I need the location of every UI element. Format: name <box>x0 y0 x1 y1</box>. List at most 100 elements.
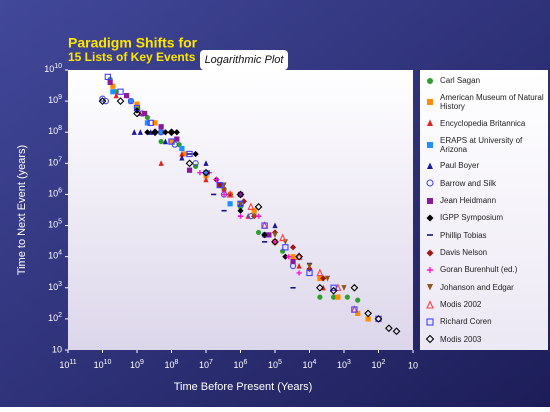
tick-base: 10 <box>337 360 347 370</box>
point <box>261 231 268 239</box>
point <box>255 213 262 219</box>
point <box>290 254 296 260</box>
tick-exponent: 2 <box>58 312 62 319</box>
point <box>237 207 244 214</box>
tick-label: 1010 <box>44 63 62 75</box>
tick-label: 106 <box>48 187 62 199</box>
point <box>427 197 433 204</box>
tick-label: 106 <box>234 359 248 371</box>
tick-label: 108 <box>48 125 62 137</box>
point <box>202 168 210 177</box>
tick-base: 10 <box>94 360 104 370</box>
tick-label: 109 <box>48 94 62 106</box>
tick-label: 1010 <box>94 359 112 371</box>
point <box>289 244 297 251</box>
point <box>137 129 143 135</box>
tick-base: 10 <box>48 313 58 323</box>
legend-label: Richard Coren <box>440 317 492 327</box>
tick-exponent: 5 <box>58 218 62 225</box>
tick-exponent: 8 <box>58 125 62 132</box>
tick-exponent: 6 <box>244 359 248 366</box>
chart-subtitle: 15 Lists of Key Events <box>68 50 196 64</box>
tick-label: 1011 <box>59 359 76 371</box>
point <box>185 159 194 168</box>
tick-exponent: 8 <box>175 359 179 366</box>
point <box>306 263 313 270</box>
tick-base: 10 <box>48 127 58 137</box>
point <box>179 145 185 152</box>
point <box>427 162 433 169</box>
tick-base: 10 <box>48 282 58 292</box>
legend-label: Barrow and Silk <box>440 178 497 188</box>
legend-icon <box>427 77 433 84</box>
point <box>254 202 263 211</box>
point <box>251 213 257 220</box>
tick-base: 10 <box>59 360 69 370</box>
point <box>296 270 302 276</box>
legend: Carl Sagan American Museum of Natural His… <box>420 70 548 350</box>
legend-label: Goran Burenhult (ed.) <box>440 265 518 275</box>
point <box>272 222 278 229</box>
tick-label: 10 <box>408 360 418 370</box>
legend-icon <box>426 214 434 222</box>
point <box>134 101 140 107</box>
tick-label: 107 <box>199 359 213 371</box>
tick-base: 10 <box>372 360 382 370</box>
tick-exponent: 6 <box>58 187 62 194</box>
legend-label: Modis 2002 <box>440 300 482 310</box>
point <box>324 275 331 282</box>
point <box>237 200 244 207</box>
legend-icon <box>426 318 434 326</box>
point <box>286 254 292 260</box>
point <box>427 284 433 291</box>
point <box>179 150 185 157</box>
point <box>365 316 371 322</box>
legend-entry: Modis 2003 <box>420 334 548 344</box>
point <box>226 190 234 198</box>
legend-icon <box>427 98 433 105</box>
point <box>355 310 361 317</box>
tick-label: 102 <box>48 312 62 324</box>
legend-entry: Encyclopedia Britannica <box>420 118 548 128</box>
point <box>186 150 193 158</box>
legend-entry: Carl Sagan <box>420 76 548 86</box>
tick-base: 10 <box>234 360 244 370</box>
point <box>316 268 324 277</box>
point <box>261 222 268 229</box>
tick-base: 10 <box>165 360 175 370</box>
legend-icon <box>427 284 433 291</box>
point <box>282 253 289 260</box>
legend-label: Carl Sagan <box>440 76 481 86</box>
legend-entry: Goran Burenhult (ed.) <box>420 265 548 275</box>
point <box>320 275 327 282</box>
point <box>237 213 244 219</box>
point <box>182 151 188 157</box>
legend-entry: American Museum of Natural History <box>420 93 548 111</box>
point <box>266 232 272 238</box>
point <box>251 208 257 214</box>
point <box>392 327 401 336</box>
point <box>142 110 148 117</box>
point <box>117 88 124 95</box>
legend-entry: Barrow and Silk <box>420 178 548 188</box>
point <box>255 229 262 236</box>
tick-exponent: 3 <box>58 281 62 288</box>
tick-exponent: 10 <box>104 359 112 366</box>
point <box>216 181 223 189</box>
y-axis-title: Time to Next Event (years) <box>16 145 28 275</box>
tick-exponent: 3 <box>347 359 351 366</box>
point <box>335 294 341 300</box>
point <box>110 89 116 95</box>
point <box>192 150 199 158</box>
legend-entry: Richard Coren <box>420 317 548 327</box>
tick-label: 10 <box>52 344 62 354</box>
legend-entry: Jean Heidmann <box>420 196 548 206</box>
point <box>374 315 383 323</box>
tick-label: 103 <box>48 281 62 293</box>
legend-label: ERAPS at University of Arizona <box>440 135 523 154</box>
point <box>221 191 227 198</box>
point <box>174 136 180 142</box>
legend-entry: IGPP Symposium <box>420 213 548 223</box>
point <box>144 120 150 126</box>
